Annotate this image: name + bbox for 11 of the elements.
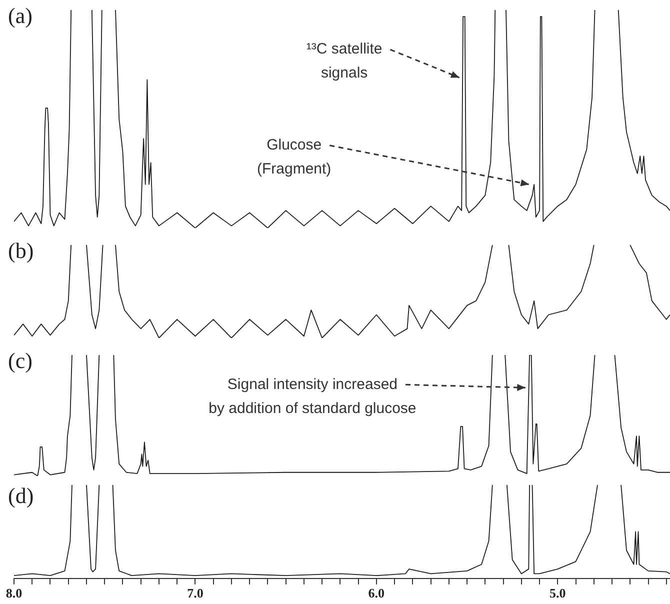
chart-title: (a) xyxy=(8,2,32,28)
x-tick-label: 8.0 xyxy=(6,586,22,601)
chart-title: (d) xyxy=(8,482,34,508)
x-tick-label: 5.0 xyxy=(550,586,566,601)
chart-title: (c) xyxy=(8,348,32,373)
chart-title: (b) xyxy=(8,238,34,263)
x-tick-label: 7.0 xyxy=(187,586,204,601)
annotation: Glucose (Fragment) xyxy=(256,136,332,178)
x-tick-label: 6.0 xyxy=(368,586,385,601)
annotation: ¹³C satellite signals xyxy=(306,40,382,82)
annotation: Signal intensity increased by addition of standard glucose xyxy=(208,376,416,417)
